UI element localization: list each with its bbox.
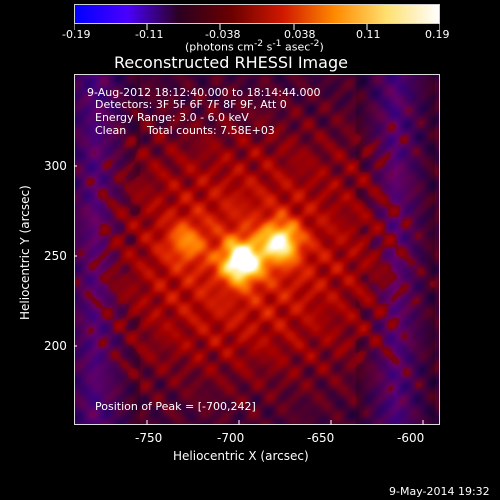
y-tick-label: 200 (44, 339, 67, 353)
overlay-line-1: 9-Aug-2012 18:12:40.000 to 18:14:44.000 (87, 86, 321, 99)
colorbar-units: (photons cm-2 s-1 asec-2) (185, 38, 324, 54)
x-axis-ticks (146, 420, 424, 425)
overlay-line-4a: Clean (95, 124, 127, 137)
peak-position-label: Position of Peak = [-700,242] (95, 400, 256, 413)
colorbar-tick-label: -0.038 (205, 28, 241, 41)
x-tick-label: -700 (217, 431, 245, 445)
y-tick-label: 250 (44, 249, 67, 263)
colorbar-tick-label: 0.038 (284, 28, 316, 41)
overlay-line-2: Detectors: 3F 5F 6F 7F 8F 9F, Att 0 (95, 98, 287, 111)
colorbar-tick-label: -0.19 (62, 28, 91, 41)
colorbar-tick-label: 0.11 (356, 28, 381, 41)
chart-title: Reconstructed RHESSI Image (114, 53, 348, 72)
footer-timestamp: 9-May-2014 19:32 (389, 485, 490, 498)
colorbar (74, 4, 440, 24)
overlay-line-4b: Total counts: 7.58E+03 (147, 124, 275, 137)
x-tick-label: -750 (135, 431, 163, 445)
x-tick-label: -650 (307, 431, 335, 445)
y-axis-ticks (74, 165, 77, 347)
colorbar-tick-label: -0.11 (135, 28, 164, 41)
overlay-line-3: Energy Range: 3.0 - 6.0 keV (95, 111, 249, 124)
rhessi-image-map (75, 75, 439, 424)
colorbar-tick-label: 0.19 (425, 28, 450, 41)
y-tick-label: 300 (44, 159, 67, 173)
y-axis-label: Heliocentric Y (arcsec) (18, 185, 32, 320)
x-tick-label: -600 (397, 431, 425, 445)
x-axis-label: Heliocentric X (arcsec) (173, 449, 309, 463)
colorbar-gradient (75, 5, 439, 23)
colorbar-ticks (74, 24, 440, 30)
image-panel: 9-Aug-2012 18:12:40.000 to 18:14:44.000 … (74, 74, 440, 425)
